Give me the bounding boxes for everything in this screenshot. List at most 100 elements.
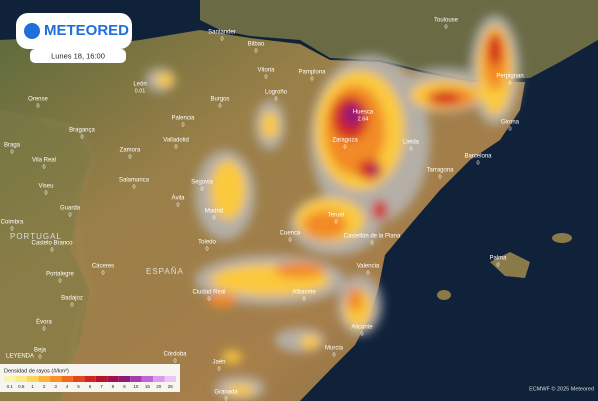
city-name: Valladolid xyxy=(163,138,189,144)
city-name: Portalegre xyxy=(46,272,74,278)
legend-label: 3 xyxy=(54,384,57,389)
city-name: Burgos xyxy=(210,97,229,103)
city-value: 0 xyxy=(68,212,71,218)
city-value: 0 xyxy=(36,103,39,109)
city-value: 0 xyxy=(264,74,267,80)
city-value: 0 xyxy=(496,262,499,268)
city-value: 0 xyxy=(332,352,335,358)
city-value: 0 xyxy=(42,326,45,332)
city-value: 0 xyxy=(101,270,104,276)
city-name: Palencia xyxy=(171,116,195,122)
city-name: Lleida xyxy=(403,140,420,146)
time-box xyxy=(30,49,126,63)
legend-swatch xyxy=(141,376,154,382)
city-value: 0 xyxy=(508,80,511,86)
city-value: 0 xyxy=(334,219,337,225)
city-value: 0 xyxy=(288,237,291,243)
city-name: Toulouse xyxy=(434,18,459,24)
city-value: 0 xyxy=(42,164,45,170)
city-value: 0 xyxy=(409,146,412,152)
city-name: Pamplona xyxy=(298,70,326,76)
legend-swatch xyxy=(95,376,108,382)
city-name: Castelo Branco xyxy=(31,241,73,247)
city-value: 0 xyxy=(132,184,135,190)
city-value: 0 xyxy=(207,296,210,302)
legend-scale: 0.1 0.5 1 2 3 4 5 6 7 8 9 10 15 20 25 xyxy=(4,376,176,389)
legend-label: 9 xyxy=(123,384,126,389)
city-value: 0 xyxy=(128,154,131,160)
legend-swatch xyxy=(164,376,176,382)
city-name: Badajoz xyxy=(61,296,83,302)
city-name: Guarda xyxy=(60,206,81,212)
city-name: Bragança xyxy=(69,128,95,134)
city-name: Cáceres xyxy=(92,264,114,270)
legend-label: 25 xyxy=(168,384,174,389)
city-name: Madrid xyxy=(205,209,223,215)
city-name: Jaén xyxy=(212,360,225,366)
city-value: 0 xyxy=(218,103,221,109)
legend-swatch xyxy=(84,376,96,382)
city-name: Zamora xyxy=(120,148,141,154)
legend-label: 10 xyxy=(133,384,139,389)
city-name: Logroño xyxy=(265,90,288,96)
city-name: Teruel xyxy=(328,213,344,219)
city-value: 0 xyxy=(508,126,511,132)
city-value: 0 xyxy=(224,396,227,401)
city-value: 0 xyxy=(302,296,305,302)
city-value: 0 xyxy=(10,226,13,232)
city-value: 0 xyxy=(254,48,257,54)
city-value: 0 xyxy=(50,247,53,253)
legend-swatch xyxy=(118,376,131,382)
mallorca xyxy=(490,252,530,278)
legend-swatch xyxy=(153,376,165,382)
city-value: 0 xyxy=(38,354,41,360)
city-name: Coimbra xyxy=(1,220,24,226)
legend-label: 0.5 xyxy=(18,384,25,389)
ibiza xyxy=(437,290,451,300)
city-value: 0 xyxy=(176,202,179,208)
city-value: 0 xyxy=(10,149,13,155)
borders xyxy=(39,59,525,381)
city-name: León xyxy=(133,82,146,88)
logo: METEORED xyxy=(44,22,129,39)
city-name: Vitoria xyxy=(258,68,276,74)
legend-swatch xyxy=(38,376,50,382)
legend-swatch xyxy=(107,376,119,382)
city-name: Vila Real xyxy=(32,158,56,164)
city-name: Segovia xyxy=(191,180,213,186)
city-value: 0 xyxy=(200,186,203,192)
city-name: Valencia xyxy=(357,264,380,270)
legend-heading: LEYENDA xyxy=(6,354,34,360)
city-name: Huesca xyxy=(353,110,374,116)
legend-label: 8 xyxy=(112,384,115,389)
city-name: Granada xyxy=(214,390,238,396)
city-value: 0 xyxy=(220,36,223,42)
city-name: Murcia xyxy=(325,346,344,352)
city-value: 0 xyxy=(476,160,479,166)
city-value: 0 xyxy=(212,215,215,221)
city-name: Beja xyxy=(34,348,47,354)
logo-box xyxy=(16,13,132,49)
legend-swatch xyxy=(4,376,16,382)
portugal-tone xyxy=(0,110,90,401)
legend-label: 4 xyxy=(66,384,69,389)
legend-swatch xyxy=(61,376,73,382)
legend-label: 15 xyxy=(145,384,151,389)
legend-swatch xyxy=(49,376,62,382)
logo-icon xyxy=(24,23,40,39)
city-name: Santander xyxy=(208,30,236,36)
city-value: 0 xyxy=(44,190,47,196)
city-name: Cuenca xyxy=(280,231,301,237)
city-name: Castellón de la Plana xyxy=(344,234,401,240)
menorca xyxy=(552,233,572,243)
city-name: Toledo xyxy=(198,240,216,246)
city-value: 0.01 xyxy=(135,88,146,94)
legend-swatch xyxy=(26,376,39,382)
city-value: 0 xyxy=(310,76,313,82)
city-name: Albacete xyxy=(292,290,316,296)
legend-label: 20 xyxy=(156,384,162,389)
city-value: 0 xyxy=(80,134,83,140)
region-label: PORTUGAL xyxy=(10,232,62,241)
city-value: 0 xyxy=(174,144,177,150)
